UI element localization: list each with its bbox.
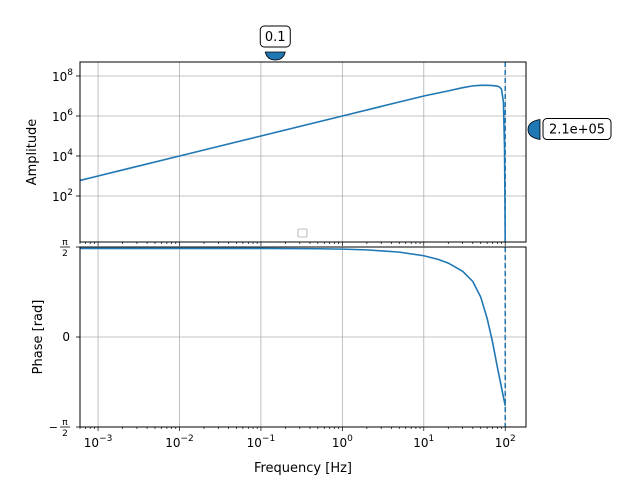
amplitude-series-line bbox=[79, 84, 507, 243]
phase-xtick-label: 10−1 bbox=[247, 434, 276, 450]
amplitude-curve-layer bbox=[79, 84, 507, 243]
right-amplitude-handle[interactable]: 2.1e+05 bbox=[527, 118, 612, 141]
amp-ytick-label: 108 bbox=[52, 68, 73, 84]
phase-xtick-label: 10−2 bbox=[165, 434, 194, 450]
top-frequency-handle[interactable]: 0.1 bbox=[259, 25, 291, 61]
amplitude-y-label: Amplitude bbox=[25, 119, 40, 186]
right-handle-label-box bbox=[542, 118, 612, 141]
phase-ytick-label: π2 bbox=[60, 238, 70, 259]
top-handle-marker[interactable] bbox=[264, 51, 286, 61]
phase-xtick-label: 102 bbox=[495, 434, 516, 450]
amp-ytick-label: 106 bbox=[52, 108, 73, 124]
phase-xtick-label: 101 bbox=[413, 434, 434, 450]
phase-ytick-label: − π2 bbox=[49, 418, 70, 439]
phase-y-ticks: π20− π2 bbox=[49, 238, 80, 439]
top-handle-value: 0.1 bbox=[265, 30, 286, 45]
amplitude-y-ticks: 102 104 106 108 bbox=[52, 68, 80, 204]
phase-grid bbox=[80, 246, 526, 428]
empty-legend-box bbox=[297, 228, 308, 238]
frequency-x-label: Frequency [Hz] bbox=[254, 461, 352, 476]
phase-x-ticks: 10−3 10−2 10−1 100 101 102 bbox=[79, 427, 516, 450]
right-handle-marker[interactable] bbox=[527, 119, 541, 141]
phase-panel: π20− π2 10−3 10−2 10−1 100 101 102 Phase [rad]… bbox=[31, 238, 527, 476]
svg-text:π: π bbox=[62, 418, 68, 428]
amplitude-axes-frame bbox=[79, 61, 527, 243]
phase-curve-layer bbox=[79, 247, 506, 406]
amp-ytick-label: 104 bbox=[52, 148, 73, 164]
amplitude-x-ticks bbox=[79, 242, 506, 246]
top-handle-label-box bbox=[259, 25, 291, 48]
svg-text:2: 2 bbox=[62, 429, 68, 439]
svg-text:−: − bbox=[49, 421, 58, 434]
svg-text:2: 2 bbox=[62, 249, 68, 259]
phase-ytick-label: 0 bbox=[62, 330, 70, 344]
phase-xtick-label: 100 bbox=[332, 434, 353, 450]
phase-xtick-label: 10−3 bbox=[84, 434, 113, 450]
phase-y-label: Phase [rad] bbox=[31, 300, 46, 375]
amplitude-panel: 102 104 106 108 Amplitude bbox=[25, 61, 527, 246]
phase-series-line bbox=[79, 247, 506, 406]
svg-text:π: π bbox=[62, 238, 68, 248]
right-handle-value: 2.1e+05 bbox=[549, 123, 605, 138]
amp-ytick-label: 102 bbox=[52, 188, 73, 204]
